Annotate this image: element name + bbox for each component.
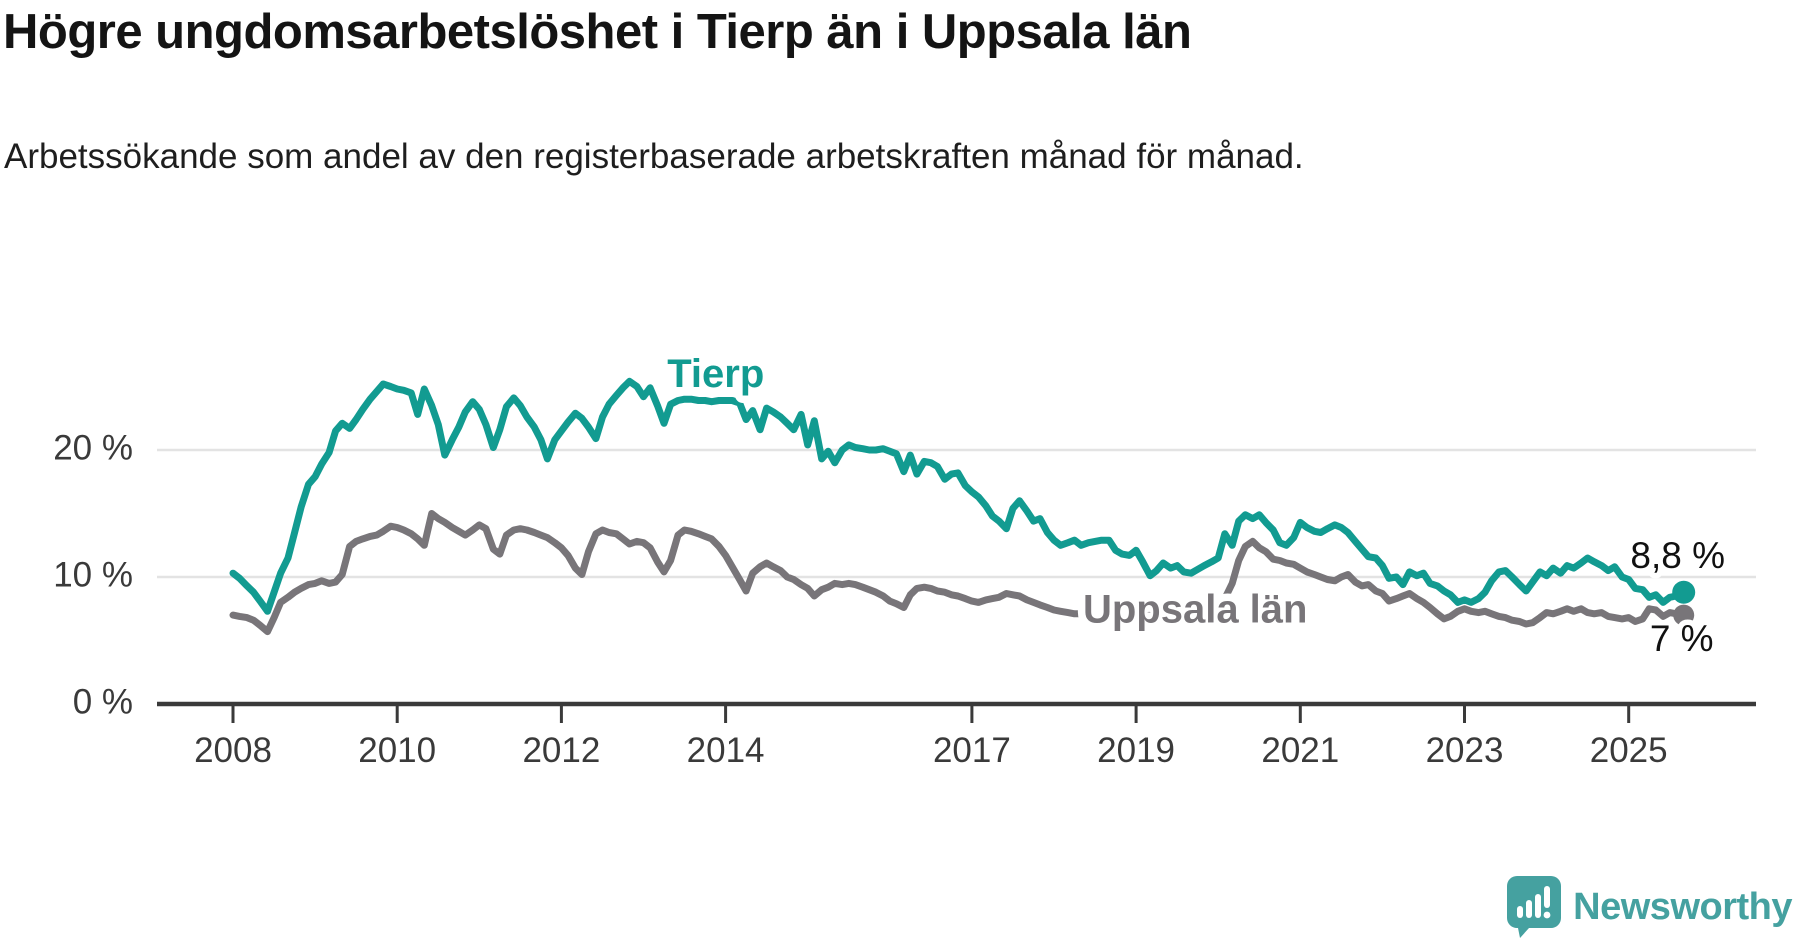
series-label-tierp: Tierp [667,352,764,396]
end-value-label-tierp: 8,8 % [1630,535,1725,576]
logo-bars-icon [1517,886,1551,919]
newsworthy-logo-icon [1507,876,1562,938]
end-dot-uppsala [1673,604,1695,626]
x-axis: 2008 2010 2012 2014 2017 2019 2021 2023 2025 [157,701,1756,770]
end-value-label-uppsala: 7 % [1650,618,1714,659]
y-tick-label: 10 % [53,555,133,594]
end-dot-tierp [1672,580,1696,604]
series-label-uppsala: Uppsala län [1083,587,1308,631]
x-tick-label: 2014 [687,731,765,770]
x-tick-label: 2012 [522,731,600,770]
x-tick-label: 2023 [1426,731,1504,770]
newsworthy-logo: Newsworthy [1507,876,1792,938]
y-tick-label: 0 % [73,682,133,721]
x-tick-label: 2010 [358,731,436,770]
y-tick-label: 20 % [53,428,133,467]
series-lines [229,377,1696,636]
x-tick-label: 2019 [1097,731,1175,770]
chart-labels: Uppsala län 7 % Tierp 8,8 % [660,344,1731,664]
x-tick-label: 2021 [1261,731,1339,770]
page-title: Högre ungdomsarbetslöshet i Tierp än i U… [3,5,1192,59]
chart-subtitle: Arbetssökande som andel av den registerb… [4,137,1304,176]
x-tick-label: 2025 [1590,731,1668,770]
brand-name: Newsworthy [1573,885,1792,928]
series-line-uppsala [229,510,1688,636]
series-line-tierp [229,377,1688,615]
gridlines: 0 % 10 % 20 % [53,428,1756,721]
x-tick-label: 2008 [194,731,272,770]
x-tick-label: 2017 [933,731,1011,770]
